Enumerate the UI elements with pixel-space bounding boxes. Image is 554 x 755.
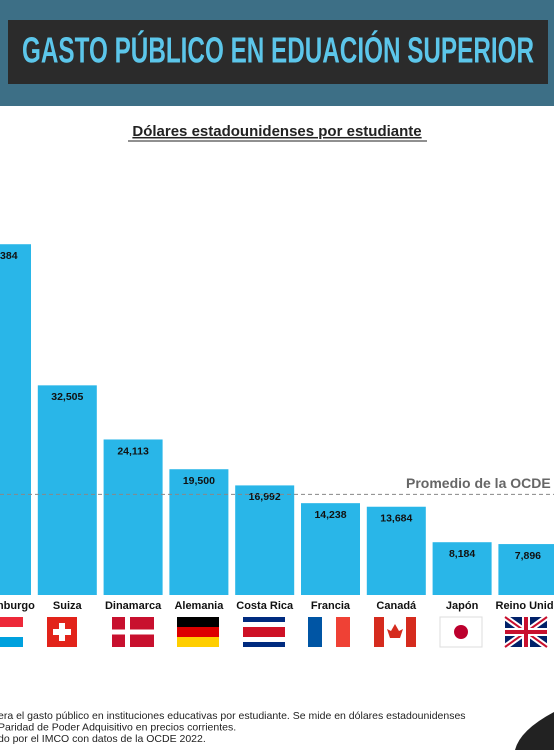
- title-box: [8, 20, 548, 84]
- x-tick-label: Japón: [446, 600, 479, 612]
- value-label: 32,505: [51, 391, 83, 403]
- value-label: 16,992: [249, 491, 281, 503]
- x-tick-label: Francia: [311, 600, 351, 612]
- flag: [177, 617, 219, 647]
- chart-subtitle: Dólares estadounidenses por estudiante: [132, 123, 421, 140]
- x-tick-label: Canadá: [376, 600, 417, 612]
- note: era el gasto público en instituciones ed…: [0, 710, 466, 722]
- flag: [439, 616, 483, 648]
- x-tick-label: Alemania: [174, 600, 224, 612]
- bar: [432, 542, 492, 595]
- bar: [169, 469, 229, 595]
- x-tick-label: Suiza: [53, 600, 83, 612]
- value-label: 7,896: [515, 550, 541, 562]
- flag: [0, 617, 23, 647]
- flag: [503, 614, 549, 650]
- flag: [112, 617, 154, 647]
- value-label: 54,384: [0, 250, 18, 262]
- flag: [374, 617, 416, 647]
- bar: [235, 485, 295, 595]
- bar: [103, 439, 163, 595]
- value-label: 19,500: [183, 475, 215, 487]
- bar: [0, 244, 31, 595]
- corner-shape: [515, 712, 554, 750]
- flag: [47, 617, 77, 647]
- flag: [243, 617, 285, 647]
- notes: era el gasto público en instituciones ed…: [0, 710, 466, 745]
- value-label: 13,684: [380, 513, 412, 525]
- value-label: 24,113: [117, 445, 149, 457]
- flags: [0, 614, 549, 650]
- value-label: 8,184: [449, 548, 475, 560]
- x-tick-label: Costa Rica: [236, 600, 294, 612]
- note: do por el IMCO con datos de la OCDE 2022…: [0, 733, 206, 745]
- x-tick-label: Reino Unido: [496, 600, 554, 612]
- bar: [366, 506, 426, 595]
- x-tick-label: Dinamarca: [105, 600, 162, 612]
- value-label: 14,238: [314, 509, 346, 521]
- flag: [308, 617, 350, 647]
- chart-title: GASTO PÚBLICO EN EDUACIÓN SUPERIOR: [22, 29, 534, 71]
- bar: [498, 544, 554, 595]
- x-tick-label: Luxemburgo: [0, 600, 35, 612]
- note: Paridad de Poder Adquisitivo en precios …: [0, 721, 236, 733]
- average-label: Promedio de la OCDE: [406, 475, 551, 491]
- bar: [301, 503, 360, 595]
- bar: [37, 385, 97, 595]
